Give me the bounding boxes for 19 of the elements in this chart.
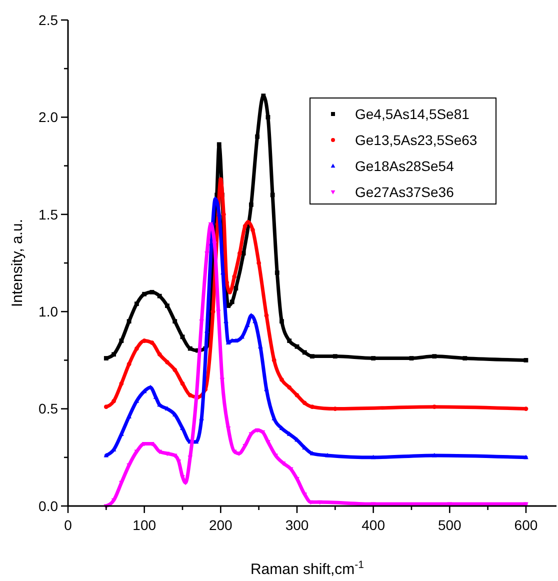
x-tick-label: 100 <box>132 517 156 533</box>
x-tick-label: 300 <box>285 517 309 533</box>
x-axis-title: Raman shift,cm$^{-1}$ <box>250 559 364 578</box>
x-tick-label: 0 <box>64 517 72 533</box>
x-tick-label: 500 <box>438 517 462 533</box>
x-tick-label: 600 <box>514 517 538 533</box>
y-axis-title: Intensity, a.u. <box>9 218 26 308</box>
legend-label: Ge27As37Se36 <box>355 184 454 200</box>
y-tick-label: 1.0 <box>38 304 58 320</box>
legend-label: Ge13,5As23,5Se63 <box>355 132 478 148</box>
x-tick-label: 200 <box>208 517 233 533</box>
y-tick-label: 2.0 <box>38 109 58 126</box>
legend-label: Ge4,5As14,5Se81 <box>355 106 470 122</box>
y-tick-label: 1.5 <box>38 206 58 222</box>
text: 0.0 <box>38 498 58 514</box>
legend-label: Ge18As28Se54 <box>355 158 454 174</box>
y-tick-label: 0.5 <box>38 400 58 417</box>
x-tick-label: 400 <box>362 517 386 533</box>
y-tick-label: 2.5 <box>38 12 58 28</box>
